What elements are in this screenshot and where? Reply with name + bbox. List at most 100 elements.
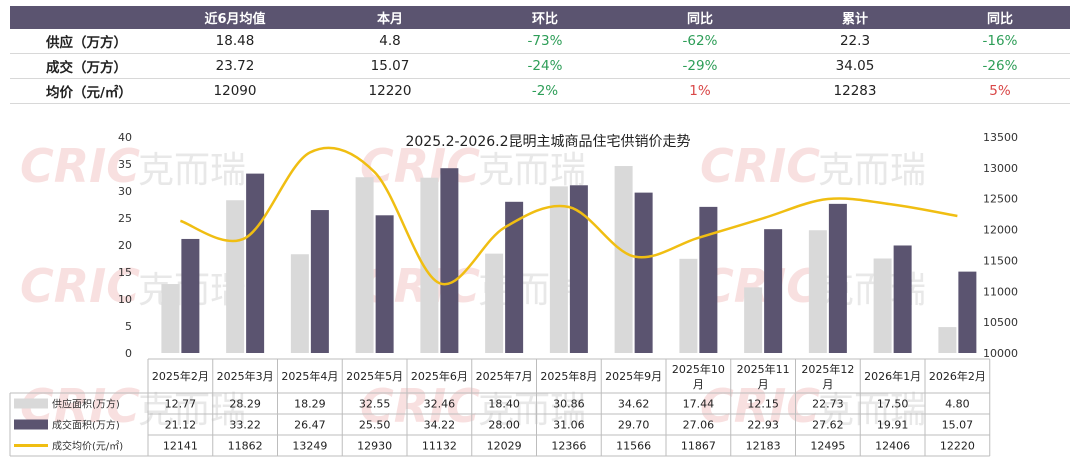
line-layer (179, 146, 958, 286)
row-label: 均价（元/㎡） (10, 78, 160, 104)
data-label: 12.77 (165, 398, 197, 411)
data-label: 32.46 (424, 398, 456, 411)
cell-value: 4.8 (310, 29, 470, 54)
cell-value: 12283 (780, 78, 930, 104)
summary-row-price: 均价（元/㎡） 12090 12220 -2% 1% 12283 5% (10, 78, 1070, 104)
bar-supply (614, 166, 633, 353)
summary-header-avg6: 近6月均值 (160, 6, 310, 29)
bar-deal (181, 238, 200, 353)
cell-value: 12220 (310, 78, 470, 104)
y-right-tick-label: 10000 (983, 347, 1018, 360)
watermark-logo: CRIC (360, 379, 480, 433)
category-label: 2025年7月 (476, 369, 533, 383)
y-right-tick-label: 13500 (983, 131, 1018, 144)
category-label: 2025年6月 (411, 369, 468, 383)
bar-supply (873, 258, 892, 353)
data-label: 19.91 (877, 419, 909, 432)
bar-deal (505, 201, 524, 353)
y-left-tick-label: 15 (118, 266, 132, 279)
watermark-text: 克而瑞 (138, 390, 246, 431)
summary-header-yoy: 同比 (620, 6, 780, 29)
data-label: 12930 (357, 440, 392, 453)
data-label: 11862 (228, 440, 263, 453)
data-label: 17.50 (877, 398, 909, 411)
row-label: 供应（万方） (10, 29, 160, 54)
cell-value: -16% (930, 29, 1070, 54)
watermark-logo: CRIC (20, 259, 140, 313)
summary-header-mom: 环比 (470, 6, 620, 29)
bar-deal (699, 206, 718, 353)
y-left-tick-label: 0 (125, 347, 132, 360)
bar-supply (420, 177, 439, 353)
cell-value: 1% (620, 78, 780, 104)
data-label: 11867 (681, 440, 716, 453)
data-label: 30.86 (553, 398, 585, 411)
category-label: 月 (693, 378, 704, 391)
data-label: 25.50 (359, 419, 391, 432)
cell-value: -73% (470, 29, 620, 54)
watermark-logo: CRIC (700, 139, 820, 193)
bars-layer (161, 166, 977, 353)
bar-deal (958, 271, 977, 353)
price-line (179, 146, 958, 286)
combo-chart: CRIC克而瑞CRIC克而瑞CRIC克而瑞CRIC克而瑞CRIC克而瑞CRIC克… (9, 131, 1018, 457)
y-left-tick-label: 20 (118, 239, 132, 252)
bar-deal (569, 185, 588, 353)
cell-value: -2% (470, 78, 620, 104)
row-label: 成交（万方） (10, 53, 160, 79)
cell-value: 23.72 (160, 53, 310, 79)
y-right-tick-label: 10500 (983, 316, 1018, 329)
summary-header-corner (10, 6, 160, 29)
bar-deal (828, 203, 847, 353)
summary-row-supply: 供应（万方） 18.48 4.8 -73% -62% 22.3 -16% (10, 29, 1070, 54)
data-label: 11566 (616, 440, 651, 453)
summary-table: 近6月均值 本月 环比 同比 累计 同比 供应（万方） 18.48 4.8 -7… (10, 6, 1070, 104)
data-label: 13249 (292, 440, 327, 453)
watermark-text: 克而瑞 (138, 150, 246, 191)
category-label: 2025年2月 (152, 369, 209, 383)
data-label: 12406 (875, 440, 910, 453)
data-label: 12.15 (747, 398, 779, 411)
y-left-tick-label: 25 (118, 212, 132, 225)
cell-value: 18.48 (160, 29, 310, 54)
y-right-tick-label: 13000 (983, 162, 1018, 175)
bar-supply (161, 284, 180, 353)
data-label: 12366 (551, 440, 586, 453)
data-label: 34.22 (424, 419, 456, 432)
y-left-tick-label: 10 (118, 293, 132, 306)
bar-supply (549, 186, 568, 353)
y-right-tick-label: 11000 (983, 285, 1018, 298)
data-label: 18.40 (488, 398, 520, 411)
category-label: 2026年1月 (864, 369, 921, 383)
data-label: 12141 (163, 440, 198, 453)
cell-value: -29% (620, 53, 780, 79)
y-right-tick-label: 11500 (983, 254, 1018, 267)
data-label: 27.62 (812, 419, 844, 432)
bar-deal (440, 168, 459, 353)
bar-deal (893, 245, 912, 353)
cell-value: -62% (620, 29, 780, 54)
summary-header-cumulative: 累计 (780, 6, 930, 29)
data-label: 21.12 (165, 419, 197, 432)
watermark-logo: CRIC (700, 379, 820, 433)
cell-value: -26% (930, 53, 1070, 79)
bar-supply (290, 254, 309, 353)
data-label: 32.55 (359, 398, 391, 411)
data-label: 29.70 (618, 419, 650, 432)
summary-row-deal: 成交（万方） 23.72 15.07 -24% -29% 34.05 -26% (10, 53, 1070, 79)
legend-label: 成交面积(万方) (52, 419, 120, 432)
cell-value: -24% (470, 53, 620, 79)
cell-value: 12090 (160, 78, 310, 104)
chart-title: 2025.2-2026.2昆明主城商品住宅供销价走势 (405, 134, 690, 150)
category-label: 月 (822, 378, 833, 391)
summary-header-cum-yoy: 同比 (930, 6, 1070, 29)
bar-supply (744, 287, 763, 353)
bar-deal (246, 173, 265, 353)
data-label: 34.62 (618, 398, 650, 411)
watermark-layer: CRIC克而瑞CRIC克而瑞CRIC克而瑞CRIC克而瑞CRIC克而瑞CRIC克… (20, 139, 926, 433)
cell-value: 5% (930, 78, 1070, 104)
category-label: 2025年11 (737, 362, 790, 376)
category-label: 2025年3月 (217, 369, 274, 383)
data-label: 26.47 (294, 419, 326, 432)
data-label: 27.06 (683, 419, 715, 432)
